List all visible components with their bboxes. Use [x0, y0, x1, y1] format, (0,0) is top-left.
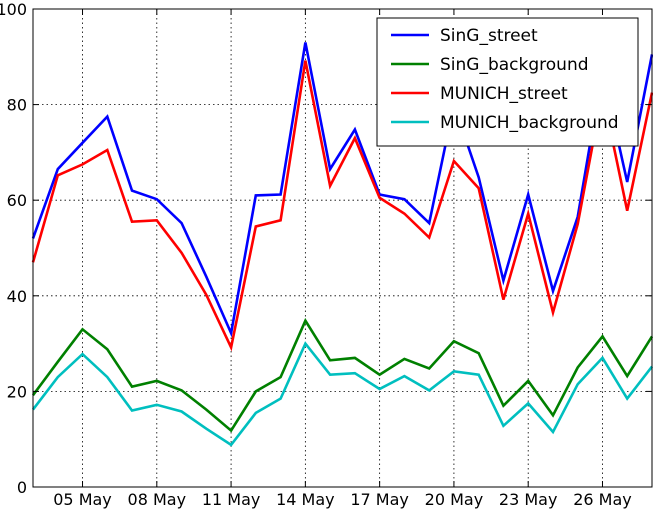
legend-label: SinG_background	[440, 55, 589, 75]
x-tick-label: 08 May	[128, 490, 187, 509]
series-line-munich-street	[31, 60, 653, 352]
y-tick-label: 60	[7, 191, 27, 210]
x-tick-label: 20 May	[425, 490, 484, 509]
legend-label: MUNICH_background	[440, 113, 619, 133]
y-tick-label: 80	[7, 96, 27, 115]
x-tick-label: 26 May	[573, 490, 632, 509]
x-tick-label: 11 May	[202, 490, 261, 509]
legend-box	[376, 17, 639, 147]
legend: SinG_street SinG_background MUNICH_street M…	[376, 17, 639, 147]
y-tick-label: 20	[7, 382, 27, 401]
x-tick-label: 14 May	[276, 490, 335, 509]
series-lines	[31, 42, 653, 447]
y-tick-label: 100	[0, 0, 27, 19]
series-line-munich-background	[31, 341, 653, 447]
y-tick-label: 0	[17, 478, 27, 497]
grid	[33, 9, 652, 487]
x-tick-label: 23 May	[499, 490, 558, 509]
legend-label: MUNICH_street	[440, 84, 568, 104]
x-tick-label: 17 May	[350, 490, 409, 509]
series-line-sing-background	[31, 317, 653, 433]
x-tick-label: 05 May	[53, 490, 112, 509]
plot-frame	[32, 8, 653, 488]
y-tick-label: 40	[7, 287, 27, 306]
series-line-sing-street	[31, 42, 653, 338]
legend-label: SinG_street	[440, 26, 538, 46]
